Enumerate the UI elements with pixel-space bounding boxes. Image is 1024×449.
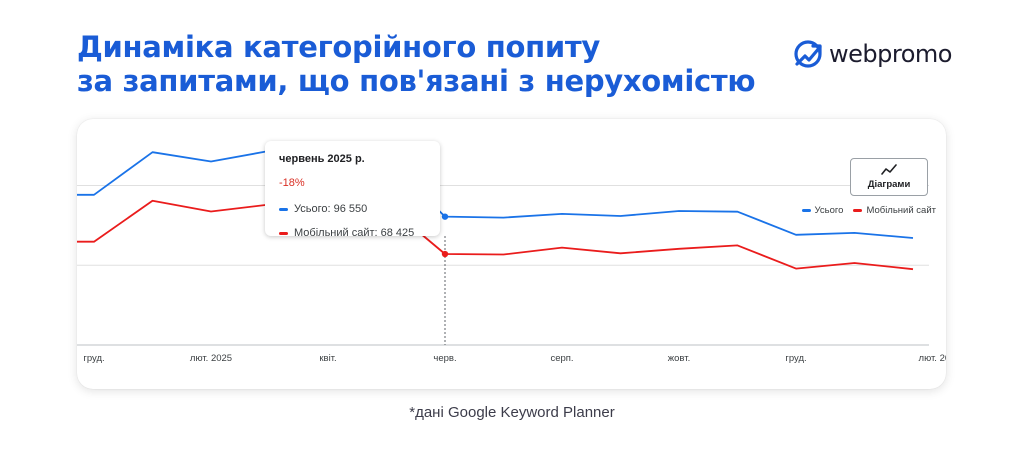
title-line-1: Динаміка категорійного попиту [77, 30, 601, 64]
x-tick-label: груд. [785, 353, 807, 364]
title-line-2: за запитами, що пов'язані з нерухомістю [77, 64, 756, 98]
x-tick-label: груд. [83, 353, 105, 364]
legend-total-label: Усього [814, 205, 844, 216]
x-tick-label: жовт. [667, 353, 691, 364]
chart-legend: Усього Мобільний сайт [801, 205, 936, 216]
x-tick-label: лют. 202 [918, 353, 946, 364]
legend-item-total[interactable]: Усього [801, 205, 844, 216]
chart-card: груд. лют. 2025 квіт. черв. серп. жовт. груд. л… [77, 119, 946, 389]
line-chart [77, 147, 929, 346]
tooltip-mobile-row: Мобільний сайт: 68 425 [279, 227, 414, 239]
webpromo-logo-icon [794, 40, 822, 68]
hover-point-total [441, 213, 449, 220]
legend-mobile-label: Мобільний сайт [866, 205, 936, 216]
page-title: Динаміка категорійного попиту за запитам… [77, 30, 777, 98]
hover-point-mobile [441, 250, 449, 258]
tooltip-total-value: Усього: 96 550 [294, 203, 368, 215]
tooltip-date: червень 2025 р. [279, 153, 365, 165]
x-tick-label: квіт. [319, 353, 337, 364]
mobile-series-swatch [279, 231, 288, 235]
tooltip-total-row: Усього: 96 550 [279, 203, 367, 215]
source-footnote: *дані Google Keyword Planner [409, 404, 615, 421]
total-series-swatch [279, 207, 288, 211]
x-tick-label: серп. [550, 353, 574, 364]
tooltip-change: -18% [279, 177, 305, 189]
webpromo-logo: webpromo [793, 36, 952, 72]
x-tick-label: черв. [433, 353, 457, 364]
diagrams-button[interactable]: Діаграми [850, 158, 928, 196]
legend-total-swatch [801, 209, 811, 212]
trend-line-icon [881, 164, 897, 175]
chart-tooltip: червень 2025 р. -18% Усього: 96 550 Мобі… [265, 141, 440, 239]
legend-mobile-swatch [853, 209, 863, 212]
tooltip-mobile-value: Мобільний сайт: 68 425 [294, 227, 415, 239]
x-tick-label: лют. 2025 [189, 353, 233, 364]
diagrams-button-label: Діаграми [867, 179, 911, 190]
logo-text: webpromo [829, 40, 952, 68]
legend-item-mobile[interactable]: Мобільний сайт [853, 205, 936, 216]
series-line-mobile [77, 199, 914, 271]
series-line-total [77, 147, 914, 239]
